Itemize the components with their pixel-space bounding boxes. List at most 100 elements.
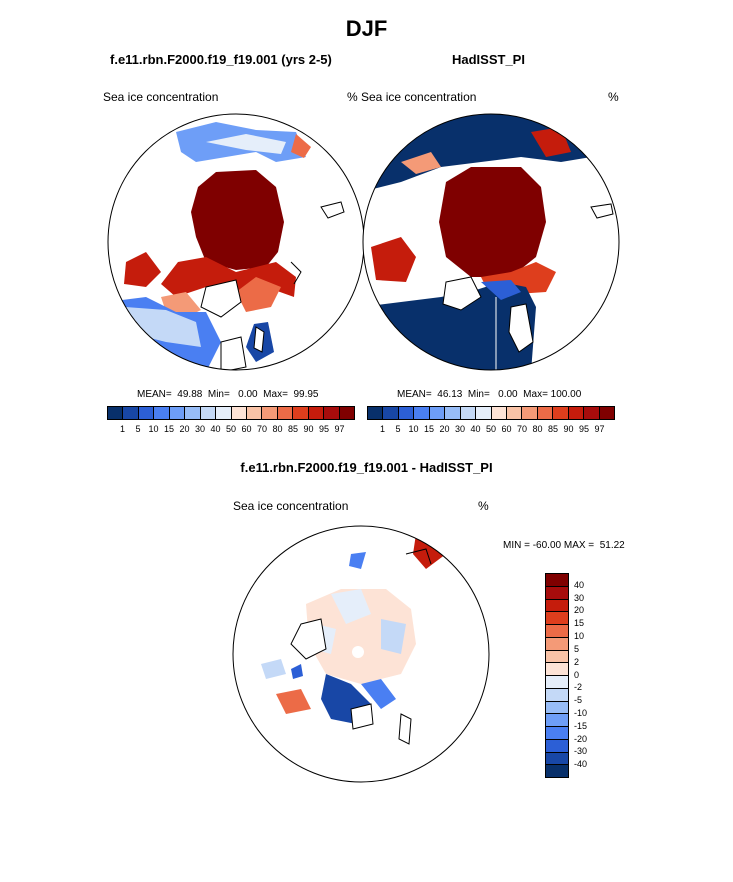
colorbar-swatch <box>230 407 246 419</box>
colorbar-swatch <box>546 662 568 675</box>
panel2-polar-map <box>362 113 620 371</box>
colorbar-swatch <box>338 407 354 419</box>
panel2-colorbar <box>367 406 615 420</box>
colorbar-label: 2 <box>574 656 580 667</box>
colorbar-swatch <box>546 585 568 599</box>
colorbar-label: 60 <box>241 424 252 434</box>
colorbar-label: 5 <box>574 643 580 654</box>
colorbar-label: -2 <box>574 682 583 693</box>
colorbar-label: 70 <box>256 424 267 434</box>
diff-units: % <box>478 499 489 513</box>
colorbar-swatch <box>199 407 216 419</box>
colorbar-swatch <box>546 751 568 765</box>
colorbar-label: 1 <box>379 424 385 434</box>
colorbar-label: 80 <box>272 424 283 434</box>
colorbar-swatch <box>567 407 584 419</box>
colorbar-label: 20 <box>439 424 450 434</box>
colorbar-label: -5 <box>574 695 583 706</box>
colorbar-swatch <box>505 407 522 419</box>
colorbar-swatch <box>368 407 383 419</box>
colorbar-swatch <box>153 407 169 419</box>
colorbar-label: 50 <box>225 424 236 434</box>
colorbar-label: 30 <box>574 592 585 603</box>
colorbar-swatch <box>428 407 445 419</box>
colorbar-swatch <box>546 713 568 726</box>
colorbar-label: 30 <box>194 424 205 434</box>
colorbar-swatch <box>459 407 476 419</box>
colorbar-label: 15 <box>423 424 434 434</box>
diff-title: f.e11.rbn.F2000.f19_f19.001 - HadISST_PI <box>240 460 493 475</box>
diff-variable: Sea ice concentration <box>233 499 349 513</box>
colorbar-swatch <box>521 407 537 419</box>
colorbar-label: -30 <box>574 746 588 757</box>
colorbar-swatch <box>108 407 123 419</box>
colorbar-swatch <box>546 687 568 701</box>
diff-colorbar-labels: 40 30 20 15 10 5 2 0 -2 -5 -10 -15 -20 -30 -40 <box>574 573 614 778</box>
colorbar-label: 40 <box>210 424 221 434</box>
colorbar-swatch <box>245 407 262 419</box>
panel2-ice-central <box>439 167 546 277</box>
colorbar-swatch <box>137 407 154 419</box>
colorbar-label: 10 <box>408 424 419 434</box>
colorbar-label: 10 <box>148 424 159 434</box>
colorbar-label: 50 <box>485 424 496 434</box>
colorbar-swatch <box>546 598 568 612</box>
colorbar-swatch <box>552 407 568 419</box>
colorbar-swatch <box>413 407 429 419</box>
colorbar-label: 85 <box>547 424 558 434</box>
colorbar-label: 97 <box>334 424 345 434</box>
colorbar-swatch <box>215 407 231 419</box>
colorbar-swatch <box>583 407 599 419</box>
colorbar-swatch <box>546 574 568 586</box>
colorbar-swatch <box>546 675 568 688</box>
panel2-colorbar-labels: 1 5 10 15 20 30 40 50 60 70 80 85 90 95 97 <box>367 424 615 436</box>
colorbar-label: 30 <box>454 424 465 434</box>
figure-title: DJF <box>345 16 388 41</box>
colorbar-swatch <box>546 636 568 650</box>
colorbar-swatch <box>184 407 200 419</box>
colorbar-label: 20 <box>574 605 585 616</box>
colorbar-swatch <box>276 407 293 419</box>
colorbar-swatch <box>444 407 460 419</box>
colorbar-swatch <box>546 649 568 663</box>
colorbar-label: 5 <box>395 424 401 434</box>
colorbar-label: 5 <box>135 424 141 434</box>
colorbar-swatch <box>536 407 553 419</box>
colorbar-swatch <box>546 700 568 714</box>
colorbar-label: 10 <box>574 631 585 642</box>
colorbar-label: 70 <box>516 424 527 434</box>
colorbar-label: 60 <box>501 424 512 434</box>
colorbar-swatch <box>292 407 308 419</box>
colorbar-swatch <box>382 407 398 419</box>
colorbar-swatch <box>546 738 568 752</box>
colorbar-label: 95 <box>318 424 329 434</box>
panel1-colorbar <box>107 406 355 420</box>
panel1-variable: Sea ice concentration <box>103 90 219 104</box>
colorbar-label: 40 <box>470 424 481 434</box>
panel1-stats: MEAN= 49.88 Min= 0.00 Max= 99.95 <box>137 389 319 400</box>
panel2-stats: MEAN= 46.13 Min= 0.00 Max= 100.00 <box>397 389 582 400</box>
colorbar-label: 40 <box>574 579 585 590</box>
panel2-title: HadISST_PI <box>452 52 525 67</box>
colorbar-label: 1 <box>119 424 125 434</box>
colorbar-swatch <box>168 407 185 419</box>
colorbar-label: -10 <box>574 707 588 718</box>
colorbar-label: -40 <box>574 759 588 770</box>
colorbar-label: 80 <box>532 424 543 434</box>
colorbar-label: 95 <box>578 424 589 434</box>
panel1-polar-map <box>107 113 365 371</box>
colorbar-swatch <box>546 624 568 637</box>
colorbar-swatch <box>475 407 491 419</box>
panel2-units: % <box>608 90 619 104</box>
colorbar-swatch <box>323 407 339 419</box>
colorbar-label: 0 <box>574 669 580 680</box>
colorbar-label: -15 <box>574 720 588 731</box>
panel1-ice-central <box>191 170 284 270</box>
colorbar-swatch <box>546 726 568 739</box>
colorbar-swatch <box>546 764 568 777</box>
panel1-title: f.e11.rbn.F2000.f19_f19.001 (yrs 2-5) <box>110 52 332 67</box>
colorbar-swatch <box>307 407 324 419</box>
colorbar-label: 90 <box>303 424 314 434</box>
colorbar-swatch <box>397 407 414 419</box>
panel2-variable: % Sea ice concentration <box>347 90 477 104</box>
